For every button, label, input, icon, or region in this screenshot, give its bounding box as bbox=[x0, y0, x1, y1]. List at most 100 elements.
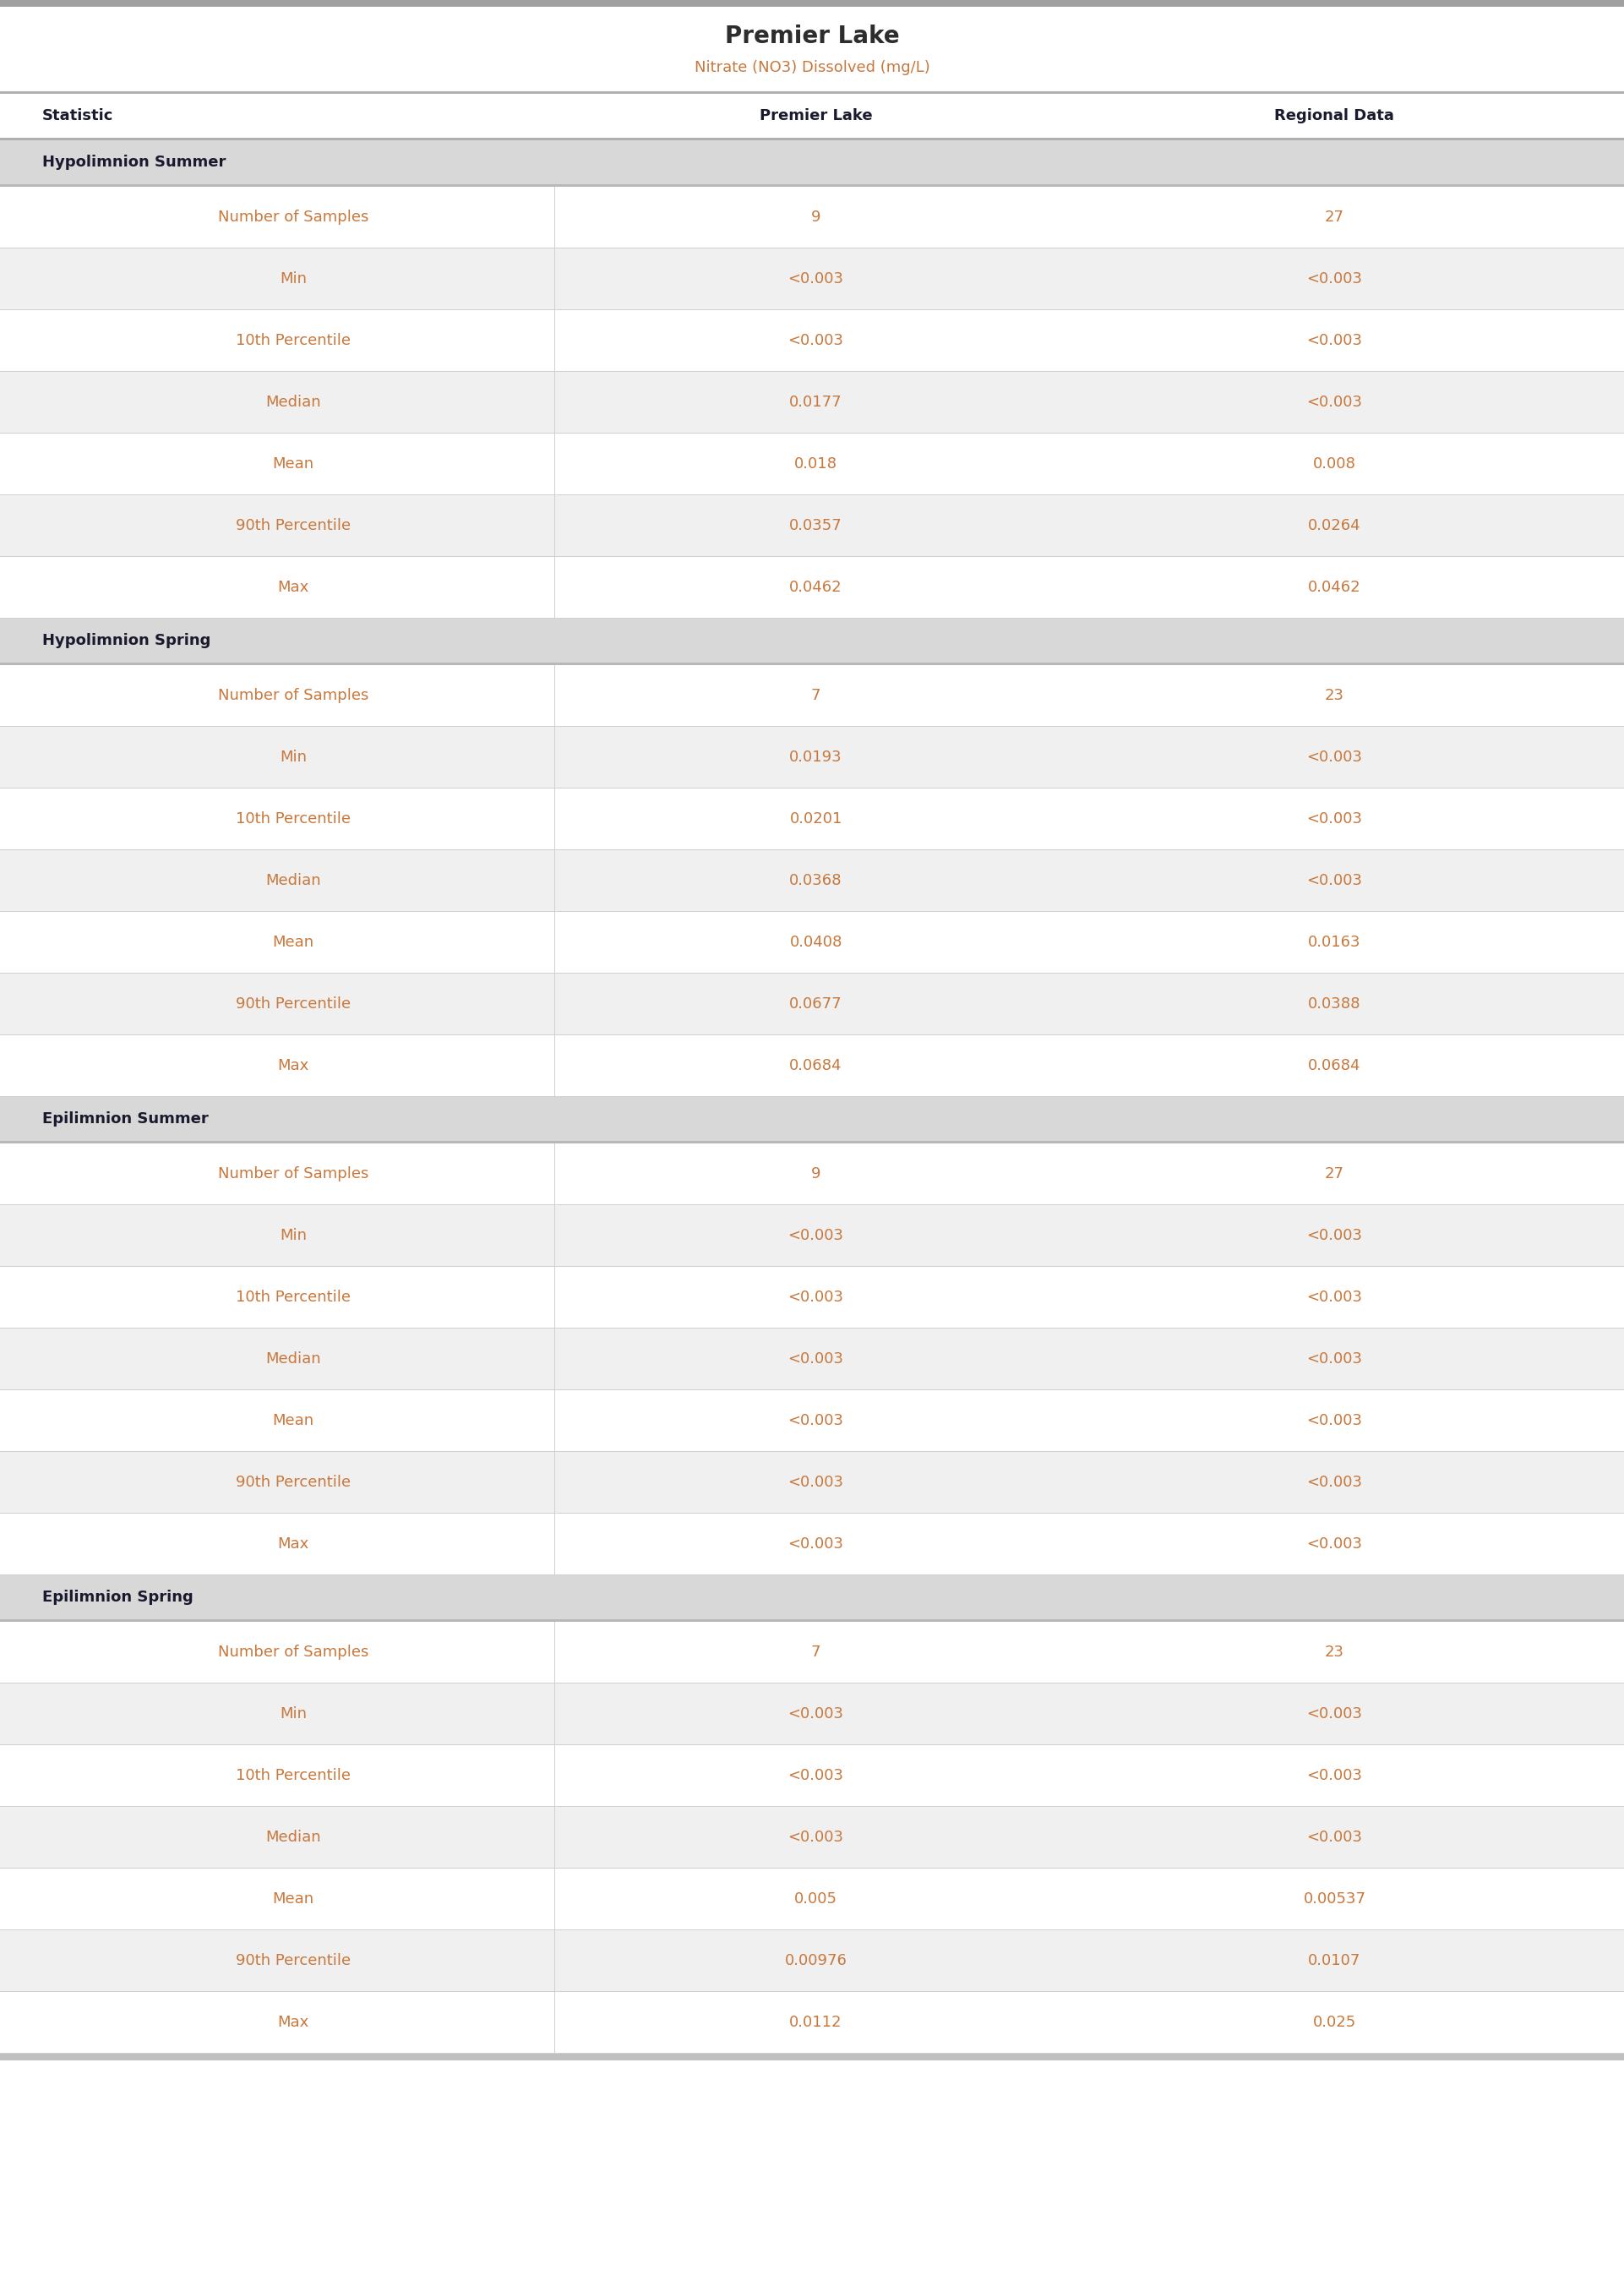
Text: Min: Min bbox=[279, 1707, 307, 1721]
Text: <0.003: <0.003 bbox=[788, 1707, 844, 1721]
Text: 0.018: 0.018 bbox=[794, 456, 838, 472]
Text: Min: Min bbox=[279, 749, 307, 765]
Bar bbox=[0, 1930, 1624, 1991]
Text: 0.0357: 0.0357 bbox=[789, 518, 843, 533]
Text: 0.0163: 0.0163 bbox=[1307, 935, 1361, 949]
Bar bbox=[0, 1621, 1624, 1682]
Text: <0.003: <0.003 bbox=[788, 1537, 844, 1553]
Text: 0.0408: 0.0408 bbox=[789, 935, 843, 949]
Text: 0.0462: 0.0462 bbox=[789, 579, 843, 595]
Text: 0.0684: 0.0684 bbox=[1307, 1058, 1361, 1074]
Text: <0.003: <0.003 bbox=[1307, 1289, 1363, 1305]
Text: Mean: Mean bbox=[273, 1891, 313, 1907]
Bar bbox=[0, 1205, 1624, 1267]
Bar bbox=[0, 665, 1624, 726]
Bar bbox=[0, 1619, 1624, 1621]
Text: Regional Data: Regional Data bbox=[1275, 109, 1395, 123]
Text: <0.003: <0.003 bbox=[788, 1289, 844, 1305]
Text: Max: Max bbox=[278, 2016, 309, 2029]
Bar bbox=[0, 663, 1624, 665]
Text: 27: 27 bbox=[1325, 1167, 1345, 1180]
Text: <0.003: <0.003 bbox=[1307, 334, 1363, 347]
Bar bbox=[0, 913, 1624, 974]
Text: <0.003: <0.003 bbox=[1307, 1228, 1363, 1244]
Text: Statistic: Statistic bbox=[42, 109, 114, 123]
Bar bbox=[0, 1144, 1624, 1205]
Text: <0.003: <0.003 bbox=[788, 1768, 844, 1784]
Bar bbox=[0, 1389, 1624, 1451]
Text: 9: 9 bbox=[810, 1167, 820, 1180]
Text: <0.003: <0.003 bbox=[1307, 749, 1363, 765]
Bar bbox=[0, 93, 1624, 138]
Bar bbox=[0, 1575, 1624, 1619]
Text: 9: 9 bbox=[810, 209, 820, 225]
Bar bbox=[0, 1096, 1624, 1142]
Bar bbox=[0, 974, 1624, 1035]
Bar bbox=[0, 372, 1624, 434]
Text: Epilimnion Summer: Epilimnion Summer bbox=[42, 1112, 208, 1126]
Text: <0.003: <0.003 bbox=[1307, 1351, 1363, 1367]
Text: 7: 7 bbox=[810, 1643, 820, 1659]
Bar bbox=[0, 247, 1624, 309]
Text: 0.025: 0.025 bbox=[1312, 2016, 1356, 2029]
Text: Hypolimnion Summer: Hypolimnion Summer bbox=[42, 154, 226, 170]
Text: Min: Min bbox=[279, 272, 307, 286]
Text: 0.0388: 0.0388 bbox=[1307, 997, 1361, 1012]
Text: <0.003: <0.003 bbox=[1307, 1830, 1363, 1846]
Text: 90th Percentile: 90th Percentile bbox=[235, 1476, 351, 1489]
Text: <0.003: <0.003 bbox=[1307, 1412, 1363, 1428]
Bar bbox=[0, 0, 1624, 7]
Bar bbox=[0, 141, 1624, 184]
Bar bbox=[0, 1807, 1624, 1868]
Bar bbox=[0, 1868, 1624, 1930]
Text: Median: Median bbox=[266, 1830, 322, 1846]
Text: 0.0112: 0.0112 bbox=[789, 2016, 843, 2029]
Text: <0.003: <0.003 bbox=[1307, 395, 1363, 411]
Text: Number of Samples: Number of Samples bbox=[218, 1167, 369, 1180]
Text: <0.003: <0.003 bbox=[1307, 1768, 1363, 1784]
Text: 10th Percentile: 10th Percentile bbox=[235, 810, 351, 826]
Text: <0.003: <0.003 bbox=[788, 1476, 844, 1489]
Text: Mean: Mean bbox=[273, 456, 313, 472]
Text: <0.003: <0.003 bbox=[1307, 874, 1363, 888]
Text: <0.003: <0.003 bbox=[1307, 810, 1363, 826]
Text: 90th Percentile: 90th Percentile bbox=[235, 997, 351, 1012]
Text: <0.003: <0.003 bbox=[1307, 1476, 1363, 1489]
Bar bbox=[0, 311, 1624, 370]
Text: 10th Percentile: 10th Percentile bbox=[235, 1289, 351, 1305]
Text: 27: 27 bbox=[1325, 209, 1345, 225]
Text: 10th Percentile: 10th Percentile bbox=[235, 334, 351, 347]
Bar bbox=[0, 726, 1624, 788]
Text: <0.003: <0.003 bbox=[1307, 272, 1363, 286]
Bar bbox=[0, 184, 1624, 186]
Text: <0.003: <0.003 bbox=[788, 334, 844, 347]
Text: 90th Percentile: 90th Percentile bbox=[235, 1952, 351, 1968]
Text: Number of Samples: Number of Samples bbox=[218, 688, 369, 704]
Bar bbox=[0, 186, 1624, 247]
Text: 0.0201: 0.0201 bbox=[789, 810, 843, 826]
Text: <0.003: <0.003 bbox=[788, 1412, 844, 1428]
Text: 0.0193: 0.0193 bbox=[789, 749, 843, 765]
Bar bbox=[0, 2054, 1624, 2061]
Bar bbox=[0, 620, 1624, 663]
Text: 10th Percentile: 10th Percentile bbox=[235, 1768, 351, 1784]
Text: Epilimnion Spring: Epilimnion Spring bbox=[42, 1589, 193, 1605]
Text: 90th Percentile: 90th Percentile bbox=[235, 518, 351, 533]
Text: Hypolimnion Spring: Hypolimnion Spring bbox=[42, 633, 211, 649]
Bar bbox=[0, 91, 1624, 93]
Text: Mean: Mean bbox=[273, 1412, 313, 1428]
Text: 0.008: 0.008 bbox=[1314, 456, 1356, 472]
Text: Max: Max bbox=[278, 579, 309, 595]
Text: Max: Max bbox=[278, 1058, 309, 1074]
Bar bbox=[0, 7, 1624, 91]
Bar bbox=[0, 1328, 1624, 1389]
Text: 0.0462: 0.0462 bbox=[1307, 579, 1361, 595]
Text: <0.003: <0.003 bbox=[788, 272, 844, 286]
Bar bbox=[0, 1035, 1624, 1096]
Bar bbox=[0, 1746, 1624, 1807]
Bar bbox=[0, 851, 1624, 910]
Text: 0.00976: 0.00976 bbox=[784, 1952, 848, 1968]
Text: Number of Samples: Number of Samples bbox=[218, 1643, 369, 1659]
Bar bbox=[0, 556, 1624, 617]
Bar bbox=[0, 1142, 1624, 1144]
